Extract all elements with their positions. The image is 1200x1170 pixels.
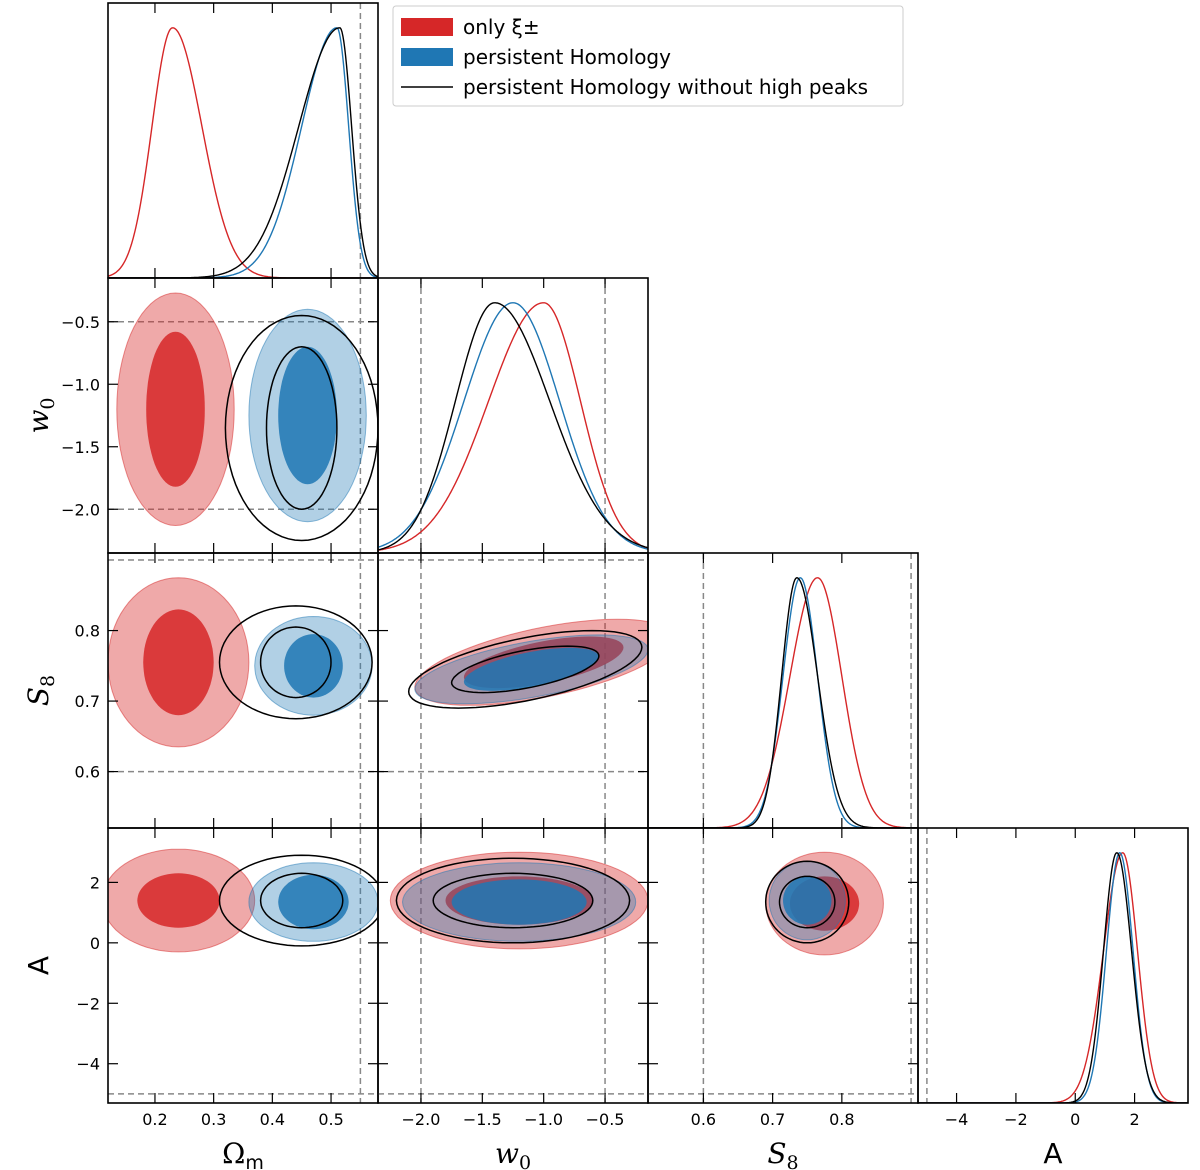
y-tick-label: 2 (90, 873, 100, 892)
axis-label-A: A (1043, 1137, 1062, 1170)
legend-frame (392, 5, 904, 107)
contour95-series-2 (218, 854, 378, 947)
contour95-series-2 (224, 314, 378, 542)
contour95-series-2 (764, 860, 850, 944)
contour68-series-1 (451, 879, 587, 925)
panel-frame (647, 552, 919, 829)
legend-entry-0: only ξ± (463, 15, 540, 39)
panel-w0-A: −2.0 −1.5 −1.0 −0.5 (377, 827, 649, 1129)
panel-om-w0: −2.0 −1.5 −1.0 −0.5 (61, 277, 379, 554)
contour68-series-0 (143, 609, 214, 716)
axis-label-w0: w0 (22, 397, 59, 433)
panel-frame (107, 2, 379, 279)
panel-om-A: 0.2 0.3 0.4 0.5 −4 −2 0 2 (76, 827, 379, 1129)
contour68-series-2 (432, 872, 594, 929)
x-tick-label: −4 (945, 1110, 969, 1129)
x-tick-label: −1.0 (524, 1110, 563, 1129)
x-tick-label: 0.6 (691, 1110, 716, 1129)
marginal-om-series-1 (108, 27, 378, 278)
x-tick-label: −2.0 (402, 1110, 441, 1129)
contour68-series-2 (265, 346, 338, 511)
contour95-series-2 (218, 605, 373, 720)
contour68-series-2 (450, 645, 600, 694)
y-tick-label: −4 (76, 1055, 100, 1074)
marginal-s8-series-2 (648, 577, 918, 828)
y-tick-label: −1.0 (61, 375, 100, 394)
contour68-series-1 (463, 647, 599, 691)
legend-entry-1: persistent Homology (463, 45, 671, 69)
marginal-w0-series-0 (378, 302, 648, 551)
marginal-s8-series-0 (648, 577, 918, 828)
legend-entry-2: persistent Homology without high peaks (463, 75, 868, 99)
y-tick-label: 0 (90, 934, 100, 953)
contour68-series-2 (259, 872, 344, 929)
marginal-om-series-0 (108, 27, 378, 278)
contour95-series-2 (395, 857, 631, 944)
panel-w0-s8 (377, 552, 649, 829)
axis-label-A: A (22, 956, 55, 975)
panel-A-A: −4 −2 0 2 (917, 827, 1189, 1129)
marginal-A-series-1 (918, 852, 1188, 1103)
contour68-series-0 (137, 873, 220, 928)
panel-s8-s8 (647, 552, 919, 829)
x-tick-label: 0 (1070, 1110, 1080, 1129)
contour68-series-2 (259, 626, 332, 699)
panel-om-om (107, 2, 379, 279)
axis-label-s8: S8 (767, 1137, 798, 1170)
marginal-om-series-2 (108, 27, 378, 278)
x-tick-label: −2 (1004, 1110, 1028, 1129)
axis-label-w0: w0 (495, 1137, 531, 1170)
x-tick-label: 0.8 (829, 1110, 854, 1129)
y-tick-label: 0.7 (75, 692, 100, 711)
panel-w0-w0 (377, 277, 649, 554)
contour68-series-1 (783, 876, 832, 925)
panel-frame (377, 277, 649, 554)
axis-label-s8: S8 (22, 675, 59, 706)
x-tick-label: 0.2 (142, 1110, 167, 1129)
marginal-w0-series-2 (378, 302, 648, 551)
panel-s8-A: 0.6 0.7 0.8 (647, 827, 919, 1129)
contour68-series-1 (278, 346, 337, 485)
contour68-series-2 (778, 875, 836, 929)
marginal-A-series-2 (918, 852, 1188, 1103)
y-tick-label: −2.0 (61, 500, 100, 519)
marginal-A-series-0 (918, 852, 1188, 1103)
panel-frame (917, 827, 1189, 1104)
y-tick-label: 0.8 (75, 622, 100, 641)
x-tick-label: 0.5 (318, 1110, 343, 1129)
y-tick-label: −0.5 (61, 313, 100, 332)
y-tick-label: −2 (76, 994, 100, 1013)
axis-label-om: Ωm (222, 1137, 264, 1170)
legend: only ξ± persistent Homology persistent Hom… (392, 5, 904, 107)
x-tick-label: 0.3 (201, 1110, 226, 1129)
x-tick-label: 2 (1129, 1110, 1139, 1129)
marginal-s8-series-1 (648, 577, 918, 828)
contour95-series-2 (407, 629, 643, 709)
contour68-series-1 (278, 874, 349, 930)
x-tick-label: 0.4 (260, 1110, 285, 1129)
legend-swatch-1 (401, 48, 453, 66)
legend-swatch-0 (401, 18, 453, 36)
y-tick-label: −1.5 (61, 438, 100, 457)
x-tick-label: 0.7 (760, 1110, 785, 1129)
contour68-series-1 (284, 634, 343, 698)
y-tick-label: 0.6 (75, 763, 100, 782)
x-tick-label: −1.5 (463, 1110, 502, 1129)
x-tick-label: −0.5 (586, 1110, 625, 1129)
contour68-series-0 (146, 331, 205, 487)
panel-om-s8: 0.6 0.7 0.8 (75, 552, 379, 829)
